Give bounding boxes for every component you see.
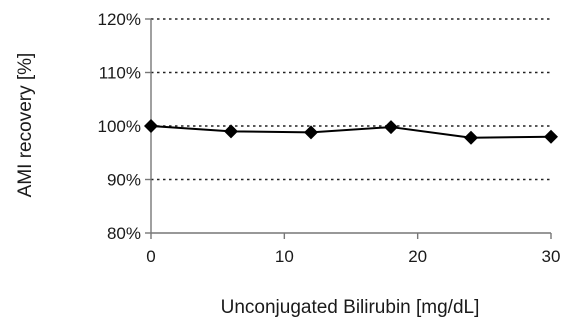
x-axis-title: Unconjugated Bilirubin [mg/dL] bbox=[221, 297, 480, 318]
x-tick-label: 20 bbox=[408, 247, 427, 266]
data-point bbox=[144, 119, 158, 133]
gridlines bbox=[151, 18, 551, 181]
series-line bbox=[150, 125, 552, 139]
tick-labels: 80% 90% 100% 110% 120% 0 10 20 30 bbox=[98, 10, 561, 266]
y-tick-label: 120% bbox=[98, 10, 141, 29]
y-axis-title: AMI recovery [%] bbox=[15, 53, 36, 198]
series bbox=[144, 119, 558, 145]
y-tick-label: 110% bbox=[99, 64, 141, 83]
data-point bbox=[384, 120, 398, 135]
x-tick-label: 10 bbox=[275, 247, 294, 266]
y-tick-label: 100% bbox=[98, 117, 141, 136]
y-tick-label: 80% bbox=[107, 224, 141, 243]
x-tick-label: 30 bbox=[542, 247, 561, 266]
data-point bbox=[224, 124, 238, 139]
y-tick-label: 90% bbox=[107, 171, 141, 190]
data-point bbox=[544, 129, 558, 144]
x-tick-label: 0 bbox=[146, 247, 155, 266]
data-point bbox=[304, 125, 318, 140]
data-point bbox=[464, 130, 478, 145]
